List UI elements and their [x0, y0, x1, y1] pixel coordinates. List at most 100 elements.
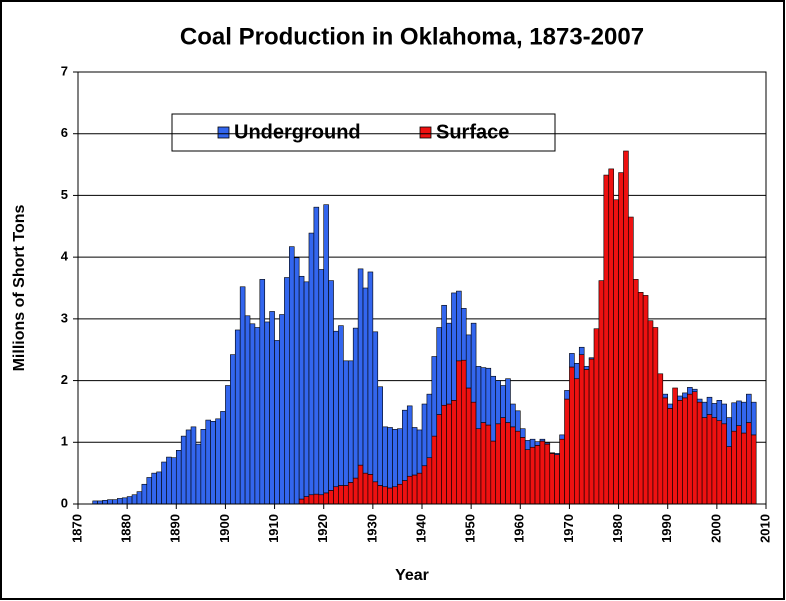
bar: [495, 380, 501, 425]
bar: [338, 325, 344, 486]
bar: [421, 403, 428, 467]
y-axis-label: Millions of Short Tons: [11, 205, 28, 372]
bar: [529, 446, 536, 505]
x-tick-label: 2010: [757, 514, 772, 543]
bar: [451, 400, 457, 505]
bar: [662, 397, 669, 505]
bar: [303, 281, 310, 497]
bar: [750, 434, 757, 505]
x-tick-label: 1990: [659, 514, 674, 543]
bar: [691, 391, 698, 505]
y-tick-label: 6: [61, 125, 68, 140]
bar: [726, 417, 732, 447]
bar: [470, 401, 477, 505]
x-tick-label: 1880: [119, 514, 134, 543]
bar: [112, 499, 118, 505]
bar: [578, 354, 585, 505]
bar: [308, 232, 315, 496]
bar: [524, 449, 531, 505]
bar: [682, 392, 688, 399]
bar: [583, 366, 590, 370]
x-tick-label: 1980: [610, 514, 625, 543]
bar: [293, 257, 300, 505]
bar: [215, 418, 221, 505]
bar: [559, 438, 565, 505]
bar: [343, 485, 349, 505]
bar: [736, 400, 742, 426]
bar: [131, 494, 138, 505]
bar: [524, 440, 531, 450]
bar: [347, 360, 354, 483]
bar: [574, 378, 580, 505]
bar: [397, 483, 403, 505]
bar: [377, 485, 383, 505]
bar: [244, 315, 251, 505]
bar: [519, 428, 526, 438]
bar: [347, 482, 354, 505]
x-tick-label: 1970: [561, 514, 576, 543]
bar: [156, 471, 162, 505]
x-tick-label: 1870: [69, 514, 84, 543]
bar: [230, 354, 236, 505]
x-tick-label: 1940: [413, 514, 428, 543]
bar: [171, 457, 177, 505]
bar: [387, 427, 393, 489]
y-tick-label: 4: [61, 249, 69, 264]
bar: [706, 414, 713, 505]
bar: [598, 280, 605, 505]
bar: [480, 422, 487, 505]
bar: [677, 400, 683, 505]
bar: [741, 432, 747, 505]
bar: [220, 411, 226, 505]
bar: [637, 292, 644, 505]
bar: [711, 417, 718, 505]
x-tick-label: 1910: [266, 514, 281, 543]
bar: [519, 437, 526, 505]
bar: [687, 387, 693, 395]
bar: [500, 385, 506, 418]
bar: [121, 497, 128, 505]
bar: [279, 314, 285, 505]
bar: [721, 403, 727, 425]
bar: [146, 477, 153, 505]
bar: [529, 438, 536, 448]
bar: [456, 360, 462, 505]
bar: [175, 450, 182, 505]
bar: [544, 443, 551, 505]
bar: [574, 362, 580, 380]
bar: [225, 385, 231, 505]
bar: [682, 397, 688, 505]
y-tick-label: 0: [61, 495, 68, 510]
bar: [618, 172, 624, 505]
bar: [633, 279, 639, 505]
bar: [691, 388, 698, 392]
bar: [564, 398, 570, 505]
bar: [166, 456, 172, 505]
x-tick-label: 1900: [217, 514, 232, 543]
bar: [613, 199, 619, 505]
y-tick-label: 3: [61, 310, 68, 325]
bar: [249, 323, 256, 505]
bar: [588, 357, 595, 360]
x-axis-label: Year: [395, 567, 429, 584]
bar: [465, 334, 472, 389]
y-tick-label: 7: [61, 63, 68, 78]
bar: [406, 405, 413, 477]
bar: [623, 150, 629, 505]
bar: [716, 420, 723, 505]
bar: [583, 369, 590, 505]
bar: [441, 404, 447, 505]
bar: [308, 494, 315, 505]
bar: [539, 438, 546, 442]
bar: [750, 401, 757, 436]
x-tick-label: 1930: [364, 514, 379, 543]
bar: [318, 269, 325, 496]
bar: [490, 375, 497, 442]
bar: [190, 426, 197, 505]
legend: Underground Surface: [171, 113, 556, 152]
bar: [701, 417, 708, 505]
bar: [200, 429, 207, 505]
bar: [264, 321, 270, 505]
bar: [392, 429, 398, 488]
bar: [382, 486, 388, 505]
